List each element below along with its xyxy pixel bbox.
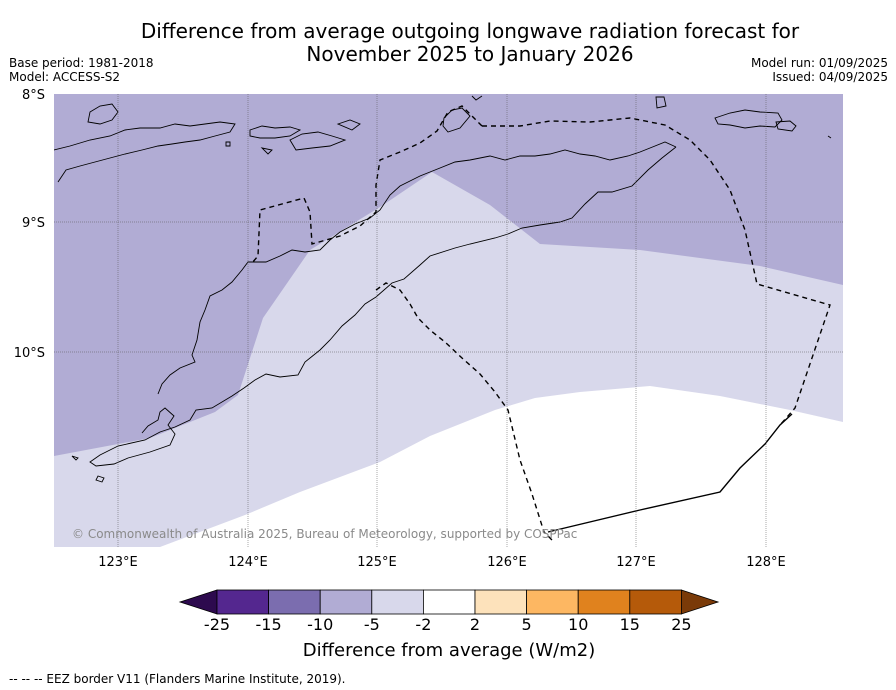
colorbar-tick-9: 15 bbox=[620, 615, 640, 634]
colorbar-tick-2: -15 bbox=[256, 615, 282, 634]
small-island-7 bbox=[336, 119, 361, 131]
issued-date: Issued: 04/09/2025 bbox=[772, 70, 888, 84]
eez-border-solid bbox=[547, 413, 793, 533]
copyright-text: © Commonwealth of Australia 2025, Bureau… bbox=[72, 527, 577, 541]
title-line-2: November 2025 to January 2026 bbox=[306, 42, 634, 66]
timor-coast bbox=[89, 146, 677, 467]
timor-south-coast bbox=[157, 141, 677, 395]
solor-islands bbox=[87, 103, 119, 125]
lat-label-10s: 10°S bbox=[14, 346, 45, 361]
band-medium-negative bbox=[54, 94, 843, 456]
lat-label-9s: 9°S bbox=[22, 216, 45, 231]
meta-left: Base period: 1981-2018 Model: ACCESS-S2 bbox=[9, 56, 154, 84]
small-island-2 bbox=[655, 96, 667, 109]
eez-border-north bbox=[251, 105, 483, 264]
lon-label-127e: 127°E bbox=[616, 555, 656, 570]
small-island-9 bbox=[71, 455, 79, 461]
eez-border-main bbox=[482, 117, 831, 426]
meta-right: Model run: 01/09/2025 Issued: 04/09/2025 bbox=[751, 56, 888, 84]
lon-label-128e: 128°E bbox=[746, 555, 786, 570]
eez-footnote: -- -- -- EEZ border V11 (Flanders Marine… bbox=[9, 672, 346, 686]
small-island-10 bbox=[827, 135, 832, 139]
small-island-6 bbox=[260, 147, 273, 155]
gridlines bbox=[54, 94, 843, 547]
small-island-8 bbox=[95, 475, 105, 483]
colorbar-tick-8: 10 bbox=[568, 615, 588, 634]
small-island-1 bbox=[775, 120, 797, 132]
colorbar-tick-1: -25 bbox=[204, 615, 230, 634]
coastlines bbox=[54, 95, 832, 483]
alor-island bbox=[249, 125, 302, 139]
colorbar-segment-4 bbox=[371, 589, 424, 615]
colorbar-low-arrow bbox=[178, 589, 218, 615]
flores-islands bbox=[54, 121, 236, 183]
colorbar-tick-3: -10 bbox=[307, 615, 333, 634]
wetar-island bbox=[714, 109, 783, 129]
model-run: Model run: 01/09/2025 bbox=[750, 56, 888, 70]
colorbar-segment-9 bbox=[629, 589, 682, 615]
colorbar-segment-5 bbox=[422, 589, 476, 615]
colorbar-segment-8 bbox=[577, 589, 631, 615]
colorbar-segment-1 bbox=[216, 589, 269, 615]
lon-label-125e: 125°E bbox=[357, 555, 397, 570]
map-area bbox=[54, 94, 843, 547]
lon-label-126e: 126°E bbox=[487, 555, 527, 570]
colorbar-tick-5: -2 bbox=[415, 615, 431, 634]
colorbar-segment-3 bbox=[319, 589, 373, 615]
colorbar-tick-10: 25 bbox=[671, 615, 691, 634]
eez-border-south bbox=[375, 282, 553, 541]
colorbar-segment-6 bbox=[474, 589, 527, 615]
lat-label-8s: 8°S bbox=[22, 88, 45, 103]
colorbar-high-arrow bbox=[681, 589, 720, 615]
eez-border bbox=[251, 105, 831, 541]
pantar-island bbox=[289, 131, 347, 151]
model-name: Model: ACCESS-S2 bbox=[9, 70, 121, 84]
colorbar-segment-7 bbox=[526, 589, 579, 615]
lon-label-124e: 124°E bbox=[228, 555, 268, 570]
colorbar-ticks: -25 -15 -10 -5 -2 2 5 10 15 25 bbox=[204, 615, 692, 634]
title-line-1: Difference from average outgoing longwav… bbox=[140, 19, 800, 43]
lon-label-123e: 123°E bbox=[98, 555, 138, 570]
colorbar-tick-6: 2 bbox=[470, 615, 480, 634]
colorbar-segment-2 bbox=[268, 589, 321, 615]
colorbar-tick-7: 5 bbox=[522, 615, 532, 634]
base-period: Base period: 1981-2018 bbox=[9, 56, 154, 70]
colorbar bbox=[178, 589, 720, 615]
colorbar-title: Difference from average (W/m2) bbox=[302, 640, 596, 661]
small-island-5 bbox=[225, 141, 231, 147]
colorbar-tick-4: -5 bbox=[364, 615, 380, 634]
small-island-4 bbox=[471, 95, 483, 101]
map-title: Difference from average outgoing longwav… bbox=[70, 20, 870, 66]
